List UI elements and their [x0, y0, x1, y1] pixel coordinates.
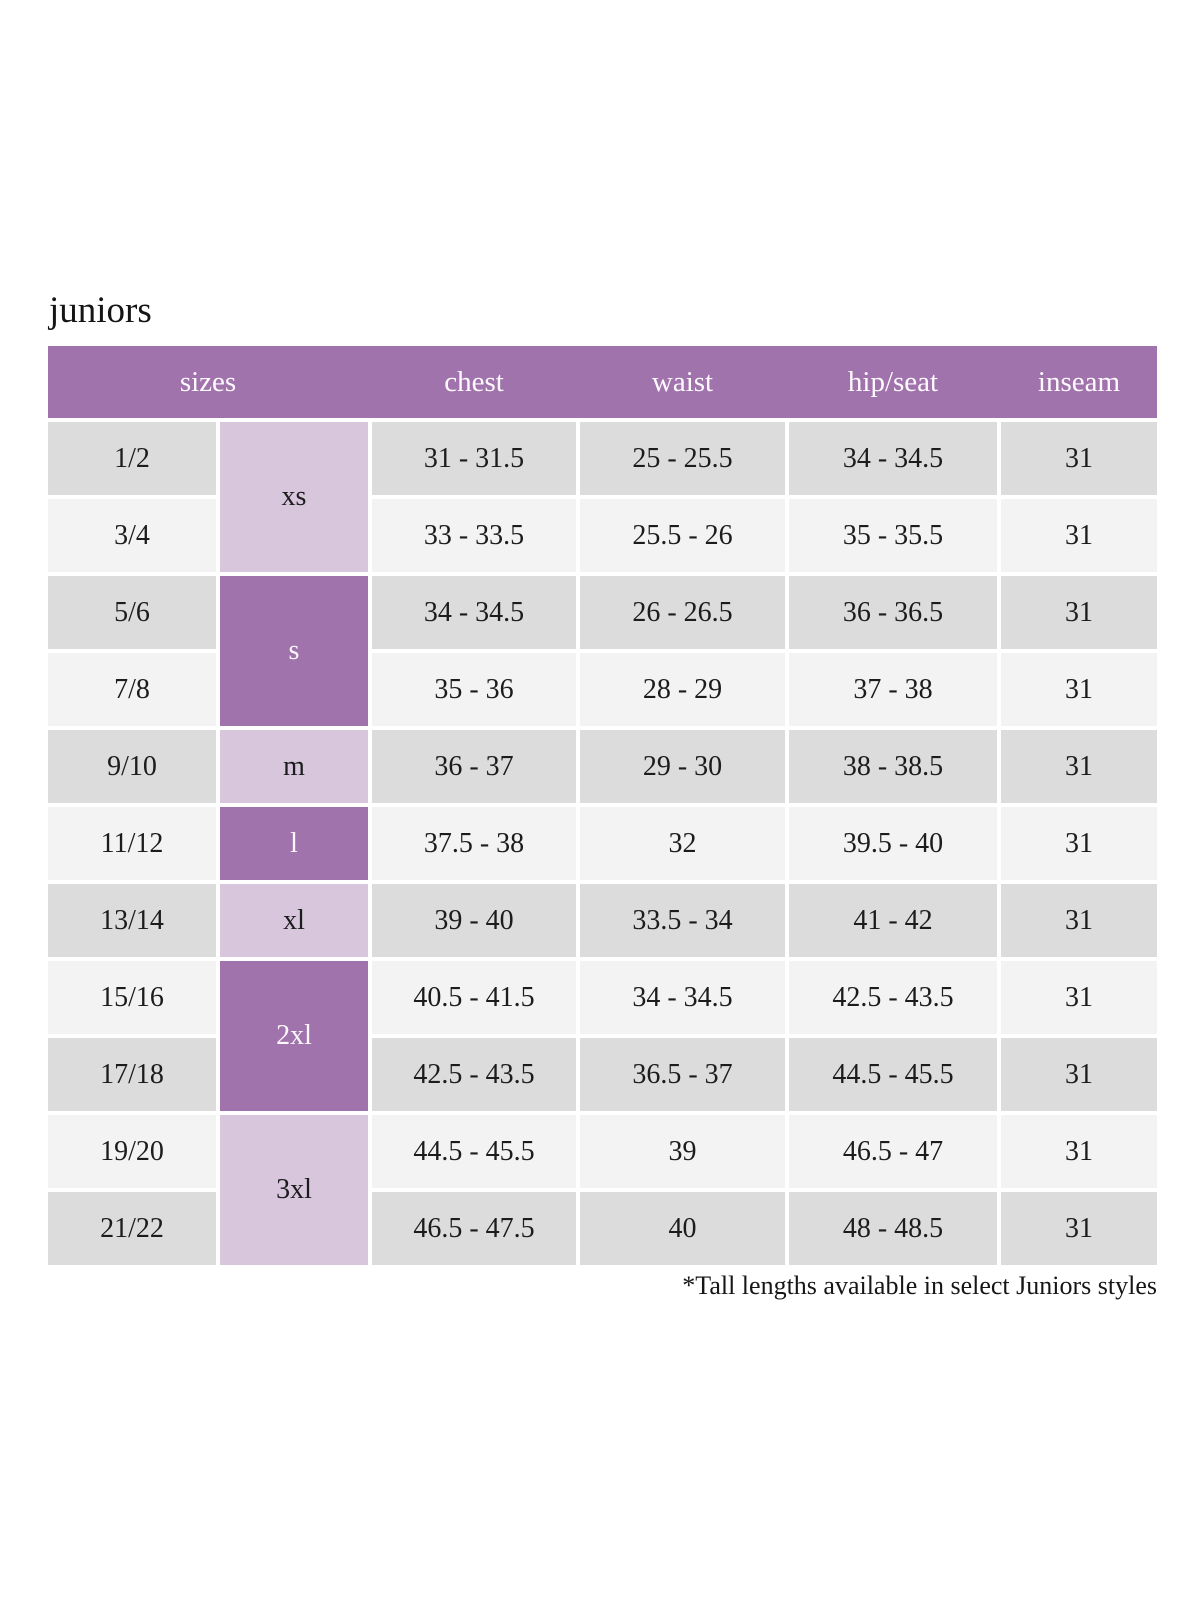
- column-header-inseam: inseam: [1037, 365, 1121, 398]
- waist-cell: 29 - 30: [580, 730, 785, 803]
- chest-cell: 36 - 37: [372, 730, 576, 803]
- chest-cell: 35 - 36: [372, 653, 576, 726]
- size-group-cell: m: [220, 730, 368, 803]
- size-group-cell: s: [220, 576, 368, 726]
- inseam-cell: 31: [1001, 499, 1157, 572]
- inseam-cell: 31: [1001, 1115, 1157, 1188]
- chest-cell: 31 - 31.5: [372, 422, 576, 495]
- inseam-cell: 31: [1001, 576, 1157, 649]
- size-cell: 15/16: [48, 961, 216, 1034]
- hip-seat-cell: 37 - 38: [789, 653, 997, 726]
- inseam-cell: 31: [1001, 884, 1157, 957]
- chest-cell: 44.5 - 45.5: [372, 1115, 576, 1188]
- size-cell: 11/12: [48, 807, 216, 880]
- inseam-cell: 31: [1001, 422, 1157, 495]
- inseam-cell: 31: [1001, 1038, 1157, 1111]
- column-header-hip-seat: hip/seat: [847, 365, 939, 398]
- hip-seat-cell: 42.5 - 43.5: [789, 961, 997, 1034]
- column-header-sizes: sizes: [179, 365, 237, 398]
- chest-cell: 34 - 34.5: [372, 576, 576, 649]
- inseam-cell: 31: [1001, 730, 1157, 803]
- size-cell: 19/20: [48, 1115, 216, 1188]
- waist-cell: 39: [580, 1115, 785, 1188]
- chest-cell: 33 - 33.5: [372, 499, 576, 572]
- table-header-row: sizes chest waist hip/seat inseam: [48, 346, 1157, 418]
- size-cell: 7/8: [48, 653, 216, 726]
- waist-cell: 32: [580, 807, 785, 880]
- size-group-cell: xl: [220, 884, 368, 957]
- hip-seat-cell: 48 - 48.5: [789, 1192, 997, 1265]
- chest-cell: 42.5 - 43.5: [372, 1038, 576, 1111]
- juniors-size-chart-table: sizes chest waist hip/seat inseam 1/2 xs…: [48, 346, 1157, 1265]
- waist-cell: 25 - 25.5: [580, 422, 785, 495]
- size-cell: 5/6: [48, 576, 216, 649]
- hip-seat-cell: 39.5 - 40: [789, 807, 997, 880]
- chest-cell: 39 - 40: [372, 884, 576, 957]
- hip-seat-cell: 41 - 42: [789, 884, 997, 957]
- waist-cell: 26 - 26.5: [580, 576, 785, 649]
- tall-lengths-footnote: *Tall lengths available in select Junior…: [682, 1271, 1157, 1300]
- inseam-cell: 31: [1001, 807, 1157, 880]
- size-cell: 21/22: [48, 1192, 216, 1265]
- waist-cell: 36.5 - 37: [580, 1038, 785, 1111]
- hip-seat-cell: 35 - 35.5: [789, 499, 997, 572]
- hip-seat-cell: 46.5 - 47: [789, 1115, 997, 1188]
- hip-seat-cell: 34 - 34.5: [789, 422, 997, 495]
- size-group-cell: 3xl: [220, 1115, 368, 1265]
- inseam-cell: 31: [1001, 653, 1157, 726]
- chest-cell: 40.5 - 41.5: [372, 961, 576, 1034]
- inseam-cell: 31: [1001, 1192, 1157, 1265]
- size-cell: 13/14: [48, 884, 216, 957]
- size-cell: 1/2: [48, 422, 216, 495]
- waist-cell: 40: [580, 1192, 785, 1265]
- size-group-cell: xs: [220, 422, 368, 572]
- size-cell: 17/18: [48, 1038, 216, 1111]
- hip-seat-cell: 44.5 - 45.5: [789, 1038, 997, 1111]
- table-body: 1/2 xs 31 - 31.5 25 - 25.5 34 - 34.5 31 …: [48, 422, 1157, 1265]
- waist-cell: 33.5 - 34: [580, 884, 785, 957]
- hip-seat-cell: 36 - 36.5: [789, 576, 997, 649]
- waist-cell: 25.5 - 26: [580, 499, 785, 572]
- column-header-chest: chest: [444, 365, 504, 398]
- hip-seat-cell: 38 - 38.5: [789, 730, 997, 803]
- size-cell: 9/10: [48, 730, 216, 803]
- inseam-cell: 31: [1001, 961, 1157, 1034]
- column-header-waist: waist: [651, 365, 714, 398]
- chest-cell: 37.5 - 38: [372, 807, 576, 880]
- size-group-cell: l: [220, 807, 368, 880]
- size-group-cell: 2xl: [220, 961, 368, 1111]
- page-title: juniors: [49, 290, 152, 331]
- waist-cell: 28 - 29: [580, 653, 785, 726]
- waist-cell: 34 - 34.5: [580, 961, 785, 1034]
- size-cell: 3/4: [48, 499, 216, 572]
- chest-cell: 46.5 - 47.5: [372, 1192, 576, 1265]
